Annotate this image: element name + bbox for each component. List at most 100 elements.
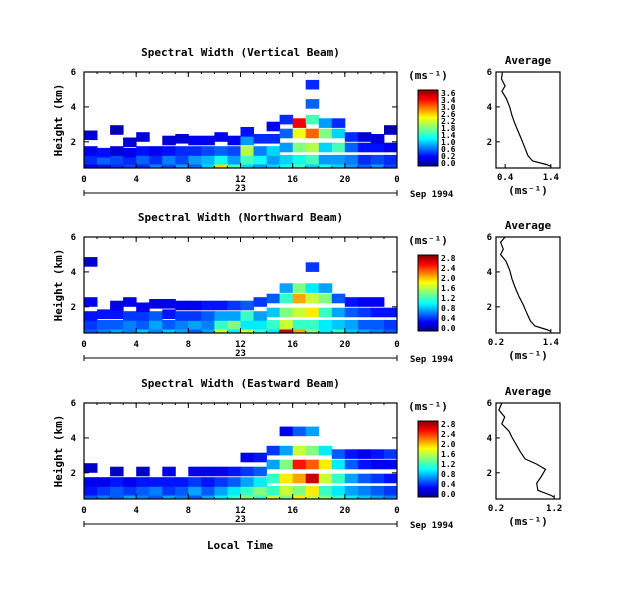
heatmap-cell	[84, 477, 98, 487]
heatmap-cell	[305, 154, 320, 165]
heatmap-cell	[370, 297, 385, 307]
day-label: 23	[235, 515, 246, 525]
heatmap-cell	[84, 257, 98, 267]
y-axis-label: Height (km)	[52, 415, 65, 488]
heatmap-cell	[292, 445, 307, 456]
heatmap-cell	[175, 154, 189, 165]
heatmap-cell	[292, 307, 307, 318]
heatmap-cell	[384, 142, 398, 153]
heatmap-cell	[110, 485, 124, 496]
heatmap-cell	[344, 319, 359, 330]
heatmap-cell	[123, 147, 137, 158]
heatmap-cell	[344, 459, 359, 470]
heatmap-cell	[162, 477, 176, 487]
heatmap-cell	[253, 154, 267, 165]
date-label: Sep 1994	[410, 355, 454, 365]
profile-title: Average	[505, 54, 552, 67]
heatmap-cell	[331, 307, 346, 318]
heatmap-cell	[149, 299, 163, 309]
heatmap-cell	[292, 128, 307, 139]
heatmap-cell	[266, 293, 281, 304]
heatmap-cell	[279, 154, 294, 165]
colorbar-tick-label: 1.6	[441, 450, 456, 459]
heatmap-cell	[318, 154, 333, 165]
heatmap-cell	[279, 485, 294, 496]
heatmap-cell	[136, 132, 150, 142]
colorbar-tick-label: 2.8	[441, 254, 456, 263]
date-label: Sep 1994	[410, 190, 454, 200]
heatmap-cell	[84, 297, 98, 307]
heatmap-cell	[384, 154, 398, 165]
heatmap-cell	[344, 132, 359, 142]
heatmap-cell	[240, 300, 254, 311]
heatmap-cell	[266, 319, 281, 330]
heatmap-cell	[110, 477, 124, 487]
heatmap-cell	[357, 473, 372, 484]
heatmap-cell	[331, 293, 346, 304]
colorbar	[417, 89, 439, 167]
heatmap-cell	[175, 477, 189, 487]
x-tick-label: 4	[133, 175, 139, 185]
profile-x-tick-label: 1.4	[543, 338, 560, 348]
colorbar	[417, 254, 439, 332]
heatmap-cell	[384, 125, 398, 135]
colorbar-tick-label: 3.4	[441, 96, 456, 105]
heatmap-cell	[97, 154, 111, 165]
heatmap-cell	[266, 134, 281, 144]
x-tick-label: 8	[186, 175, 191, 185]
heatmap-cell	[292, 473, 307, 484]
heatmap-cell	[279, 293, 294, 304]
heatmap-cell	[84, 311, 98, 321]
heatmap-cell	[214, 485, 228, 496]
heatmap-cell	[240, 452, 254, 463]
heatmap-cell	[292, 426, 307, 437]
heatmap-cell	[253, 452, 267, 463]
colorbar-tick-label: 2.0	[441, 440, 456, 449]
heatmap-cell	[136, 466, 150, 477]
heatmap-cell	[149, 311, 163, 321]
x-tick-label: 12	[235, 506, 246, 516]
heatmap-cell	[253, 297, 267, 307]
colorbar-tick-label: 1.0	[441, 138, 456, 147]
heatmap-cell	[357, 297, 372, 307]
heatmap-cell	[227, 319, 241, 330]
heatmap-cell	[162, 146, 176, 156]
heatmap-cell	[201, 311, 215, 321]
heatmap-cells	[84, 79, 398, 168]
heatmap-cell	[292, 293, 307, 304]
heatmap-cell	[384, 449, 398, 459]
heatmap-cell	[162, 485, 176, 496]
y-tick-label: 4	[71, 434, 77, 444]
heatmap-cell	[136, 146, 150, 156]
colorbar-tick-label: 1.2	[441, 460, 456, 469]
heatmap-cell	[305, 79, 320, 90]
panel-title: Spectral Width (Northward Beam)	[138, 211, 343, 224]
heatmap-cell	[188, 477, 202, 487]
x-tick-label: 16	[287, 506, 298, 516]
colorbar-tick-label: 0.0	[441, 159, 456, 168]
heatmap-cell	[227, 146, 241, 156]
heatmap-cell	[370, 319, 385, 330]
heatmap-cell	[384, 319, 398, 330]
profile-x-label: (ms⁻¹)	[508, 184, 548, 197]
x-tick-label: 8	[186, 506, 191, 516]
heatmap-cell	[110, 154, 124, 165]
heatmap-cell	[149, 319, 163, 330]
heatmap-cell	[292, 485, 307, 496]
heatmap-cell	[279, 307, 294, 318]
heatmap-cell	[318, 293, 333, 304]
heatmap-cell	[240, 135, 254, 146]
heatmap-cells	[84, 426, 398, 499]
profile-x-tick-label: 1.2	[546, 504, 562, 514]
x-tick-label: 20	[339, 340, 350, 350]
heatmap-cell	[305, 459, 320, 470]
heatmap-cell	[253, 311, 267, 321]
x-tick-label: 16	[287, 340, 298, 350]
heatmap-cell	[292, 118, 307, 128]
heatmap-cell	[279, 445, 294, 456]
heatmap-cell	[305, 319, 320, 330]
heatmap-cell	[201, 300, 215, 311]
heatmap-cell	[292, 459, 307, 470]
profile-x-tick-label: 1.4	[543, 173, 560, 183]
